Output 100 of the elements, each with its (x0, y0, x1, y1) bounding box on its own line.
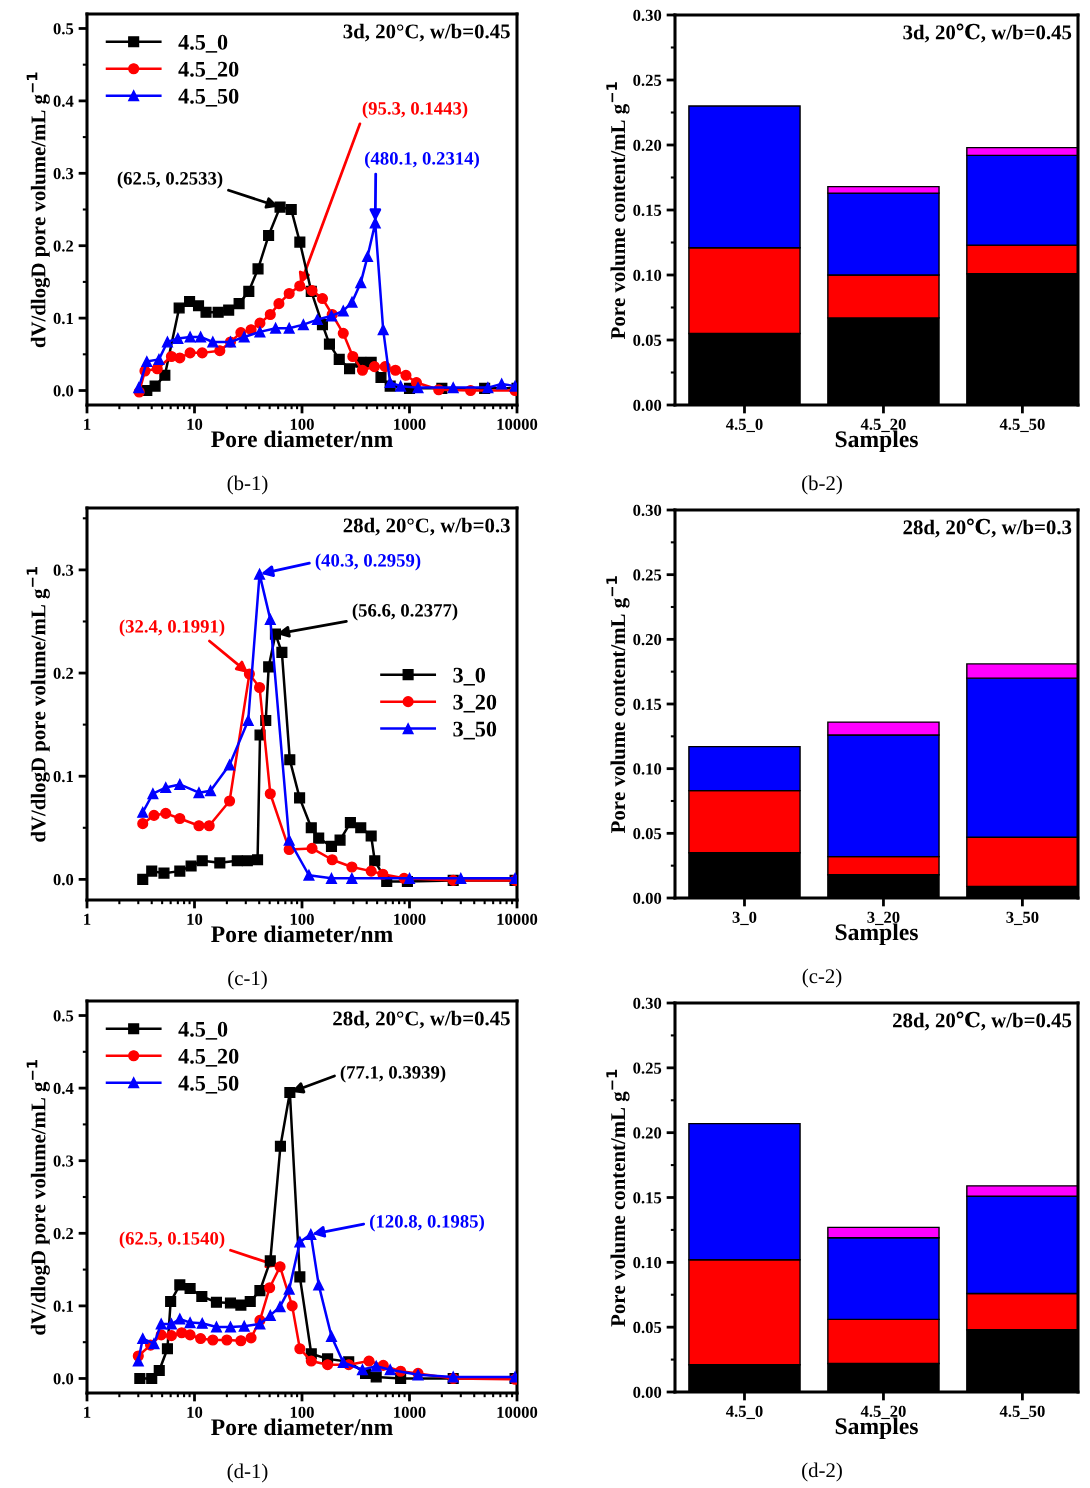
text: (b-2) (802, 475, 842, 495)
y-tick-label: 0.00 (633, 892, 662, 905)
y-tick-label: 0.15 (633, 698, 662, 711)
y-axis-title: Pore volume content/mL g$^{−1}$ (606, 1069, 630, 1327)
y-tick-label: 0.05 (633, 1321, 662, 1334)
y-tick-label: 0.0 (53, 385, 74, 397)
y-tick-label: 0.4 (53, 1082, 74, 1095)
y-tick-label: 0.25 (633, 1062, 662, 1074)
legend-label: 3_50 (453, 721, 497, 740)
y-tick-label: 0.15 (633, 1192, 662, 1204)
x-tick-label: 10 (187, 418, 203, 430)
y-tick-label: 0.20 (633, 139, 662, 152)
x-tick-label: 10 (187, 1406, 203, 1418)
y-tick-label: 0.05 (633, 828, 662, 840)
y-tick-label: 0.0 (53, 874, 74, 886)
x-tick-label: 3_20 (867, 911, 900, 926)
x-tick-label: 1000 (394, 913, 426, 925)
y-tick-label: 0.15 (633, 204, 662, 217)
annotation: (40.3, 0.2959) (315, 553, 421, 571)
x-tick-label: 4.5_0 (725, 1405, 763, 1420)
legend-label: 4.5_50 (178, 1075, 239, 1094)
y-tick-label: 0.5 (53, 23, 74, 35)
x-tick-label: 1 (84, 1406, 91, 1418)
y-tick-label: 0.10 (633, 1257, 662, 1269)
y-axis-title: dV/dlogD pore volume/mL g$^{−1}$ (26, 72, 50, 348)
x-tick-label: 4.5_50 (999, 1405, 1045, 1420)
x-tick-label: 1000 (394, 418, 426, 430)
chart-title: 28d, 20°C, w/b=0.45 (333, 1010, 510, 1029)
y-tick-label: 0.30 (633, 504, 662, 517)
annotation: (62.5, 0.2533) (117, 171, 223, 189)
legend-label: 3_0 (453, 667, 486, 686)
annotation: (56.6, 0.2377) (352, 603, 458, 621)
text: (d-2) (802, 1462, 842, 1482)
x-tick-label: 1 (84, 913, 91, 925)
x-tick-label: 10000 (497, 913, 538, 925)
x-tick-label: 1000 (394, 1406, 426, 1418)
x-tick-label: 3_0 (732, 911, 757, 926)
y-tick-label: 0.20 (633, 1127, 662, 1139)
y-tick-label: 0.00 (633, 399, 662, 412)
legend-label: 4.5_50 (178, 88, 239, 107)
x-axis-title: Pore diameter/nm (211, 1418, 393, 1436)
chart-title: 28d, 20℃, w/b=0.45 (893, 1011, 1072, 1031)
x-tick-label: 4.5_0 (725, 418, 763, 433)
y-tick-label: 0.20 (633, 634, 662, 646)
text: (c-1) (228, 970, 267, 990)
x-tick-label: 100 (290, 1406, 314, 1418)
legend-label: 4.5_0 (178, 1021, 228, 1040)
annotation: (32.4, 0.1991) (119, 619, 225, 637)
x-axis-title: Pore diameter/nm (211, 430, 393, 448)
y-tick-label: 0.5 (53, 1010, 74, 1022)
x-axis-title: Pore diameter/nm (211, 925, 393, 943)
x-tick-label: 10000 (497, 418, 538, 430)
annotation: (120.8, 0.1985) (370, 1214, 484, 1232)
legend-label: 4.5_20 (178, 61, 239, 80)
y-tick-label: 0.0 (53, 1373, 74, 1385)
x-axis-title: Samples (835, 923, 918, 945)
y-tick-label: 0.2 (53, 1228, 74, 1240)
text: (b-1) (227, 475, 268, 495)
y-axis-title: Pore volume content/mL g$^{−1}$ (606, 82, 630, 340)
x-tick-label: 3_50 (1006, 911, 1039, 926)
x-tick-label: 4.5_20 (860, 1405, 906, 1420)
x-tick-label: 10 (187, 913, 203, 925)
chart-title: 28d, 20°C, w/b=0.3 (343, 517, 510, 536)
x-tick-label: 4.5_20 (860, 418, 906, 433)
y-tick-label: 0.3 (53, 1155, 74, 1167)
chart-title: 28d, 20℃, w/b=0.3 (903, 518, 1072, 538)
x-tick-label: 100 (290, 418, 314, 430)
y-tick-label: 0.30 (633, 997, 662, 1010)
legend-label: 3_20 (453, 694, 497, 713)
annotation: (62.5, 0.1540) (119, 1231, 225, 1249)
x-tick-label: 10000 (497, 1406, 538, 1418)
legend-label: 4.5_20 (178, 1048, 239, 1067)
annotation: (480.1, 0.2314) (365, 151, 479, 169)
y-tick-label: 0.25 (633, 569, 662, 581)
y-tick-label: 0.05 (633, 334, 662, 347)
y-tick-label: 0.2 (53, 667, 74, 680)
y-tick-label: 0.3 (53, 564, 74, 576)
y-axis-title: Pore volume content/mL g$^{−1}$ (606, 576, 630, 834)
y-tick-label: 0.00 (633, 1386, 662, 1399)
y-tick-label: 0.3 (53, 168, 74, 180)
annotation: (95.3, 0.1443) (362, 101, 468, 119)
x-axis-title: Samples (835, 430, 918, 452)
y-tick-label: 0.1 (53, 1300, 73, 1312)
y-tick-label: 0.30 (633, 9, 662, 22)
y-tick-label: 0.1 (53, 770, 73, 783)
y-tick-label: 0.10 (633, 269, 662, 282)
legend-label: 4.5_0 (178, 34, 228, 53)
y-tick-label: 0.25 (633, 74, 662, 87)
x-tick-label: 4.5_50 (999, 418, 1045, 433)
chart-title: 3d, 20°C, w/b=0.45 (343, 23, 510, 42)
y-tick-label: 0.1 (53, 312, 73, 325)
text: (d-1) (227, 1463, 268, 1483)
y-tick-label: 0.2 (53, 240, 74, 252)
x-tick-label: 100 (290, 913, 314, 925)
x-tick-label: 1 (84, 418, 91, 430)
y-axis-title: dV/dlogD pore volume/mL g$^{−1}$ (26, 1060, 50, 1335)
y-tick-label: 0.4 (53, 95, 74, 107)
y-axis-title: dV/dlogD pore volume/mL g$^{−1}$ (26, 567, 50, 842)
annotation: (77.1, 0.3939) (340, 1065, 446, 1083)
y-tick-label: 0.10 (633, 763, 662, 775)
